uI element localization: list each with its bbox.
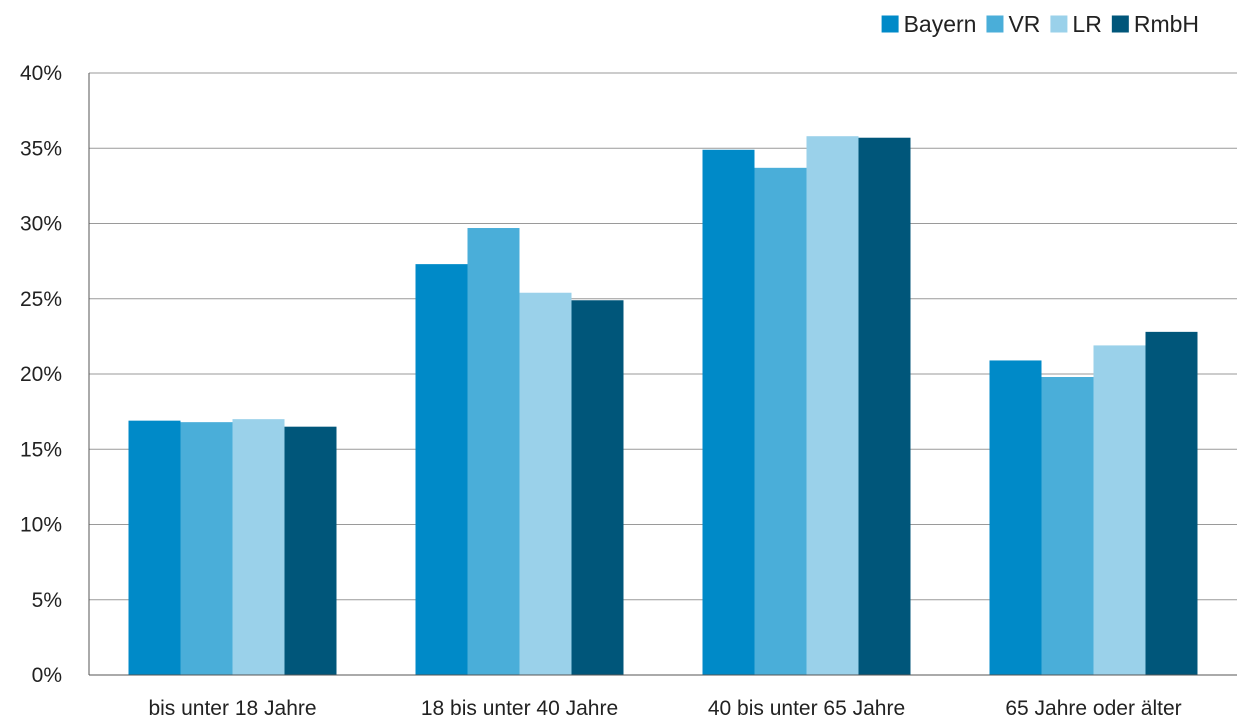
bar-bayern-2 — [415, 264, 468, 675]
y-tick-label: 25% — [20, 288, 62, 311]
y-tick-label: 0% — [32, 664, 62, 687]
bar-rmbh-4 — [1145, 331, 1198, 675]
bar-rmbh-1 — [284, 426, 337, 675]
y-axis-tick-labels: 0% 5% 10% 15% 20% 25% 30% 35% 40% — [20, 62, 62, 687]
bar-bayern-1 — [128, 420, 181, 675]
bars — [128, 136, 1198, 676]
legend-swatch-lr — [1050, 15, 1068, 33]
x-category-label: bis unter 18 Jahre — [148, 697, 316, 720]
x-category-label: 65 Jahre oder älter — [1005, 697, 1181, 720]
bar-vr-4 — [1041, 377, 1094, 675]
legend-swatch-vr — [986, 15, 1004, 33]
bar-rmbh-2 — [571, 300, 624, 675]
legend-label-rmbh: RmbH — [1134, 11, 1199, 37]
bar-vr-2 — [467, 228, 520, 675]
bar-vr-3 — [754, 167, 807, 675]
y-tick-label: 40% — [20, 62, 62, 85]
legend-label-lr: LR — [1072, 11, 1101, 37]
bar-bayern-3 — [702, 149, 755, 675]
y-tick-label: 20% — [20, 363, 62, 386]
y-tick-label: 5% — [32, 589, 62, 612]
x-category-label: 40 bis unter 65 Jahre — [708, 697, 905, 720]
legend-swatch-rmbh — [1111, 15, 1129, 33]
bar-rmbh-3 — [858, 137, 911, 676]
y-tick-label: 15% — [20, 438, 62, 461]
bar-lr-3 — [806, 136, 859, 675]
legend-swatch-bayern — [881, 15, 899, 33]
y-tick-label: 10% — [20, 514, 62, 537]
x-category-label: 18 bis unter 40 Jahre — [421, 697, 618, 720]
legend-label-bayern: Bayern — [904, 11, 977, 37]
bar-lr-4 — [1093, 345, 1146, 675]
y-tick-label: 30% — [20, 213, 62, 236]
y-tick-label: 35% — [20, 137, 62, 160]
legend: Bayern VR LR RmbH — [881, 11, 1199, 37]
bar-bayern-4 — [989, 360, 1042, 675]
x-axis-category-labels: bis unter 18 Jahre 18 bis unter 40 Jahre 4… — [148, 697, 1181, 720]
bar-vr-1 — [180, 422, 233, 675]
bar-lr-2 — [519, 292, 572, 675]
legend-label-vr: VR — [1008, 11, 1040, 37]
bar-lr-1 — [232, 419, 285, 675]
